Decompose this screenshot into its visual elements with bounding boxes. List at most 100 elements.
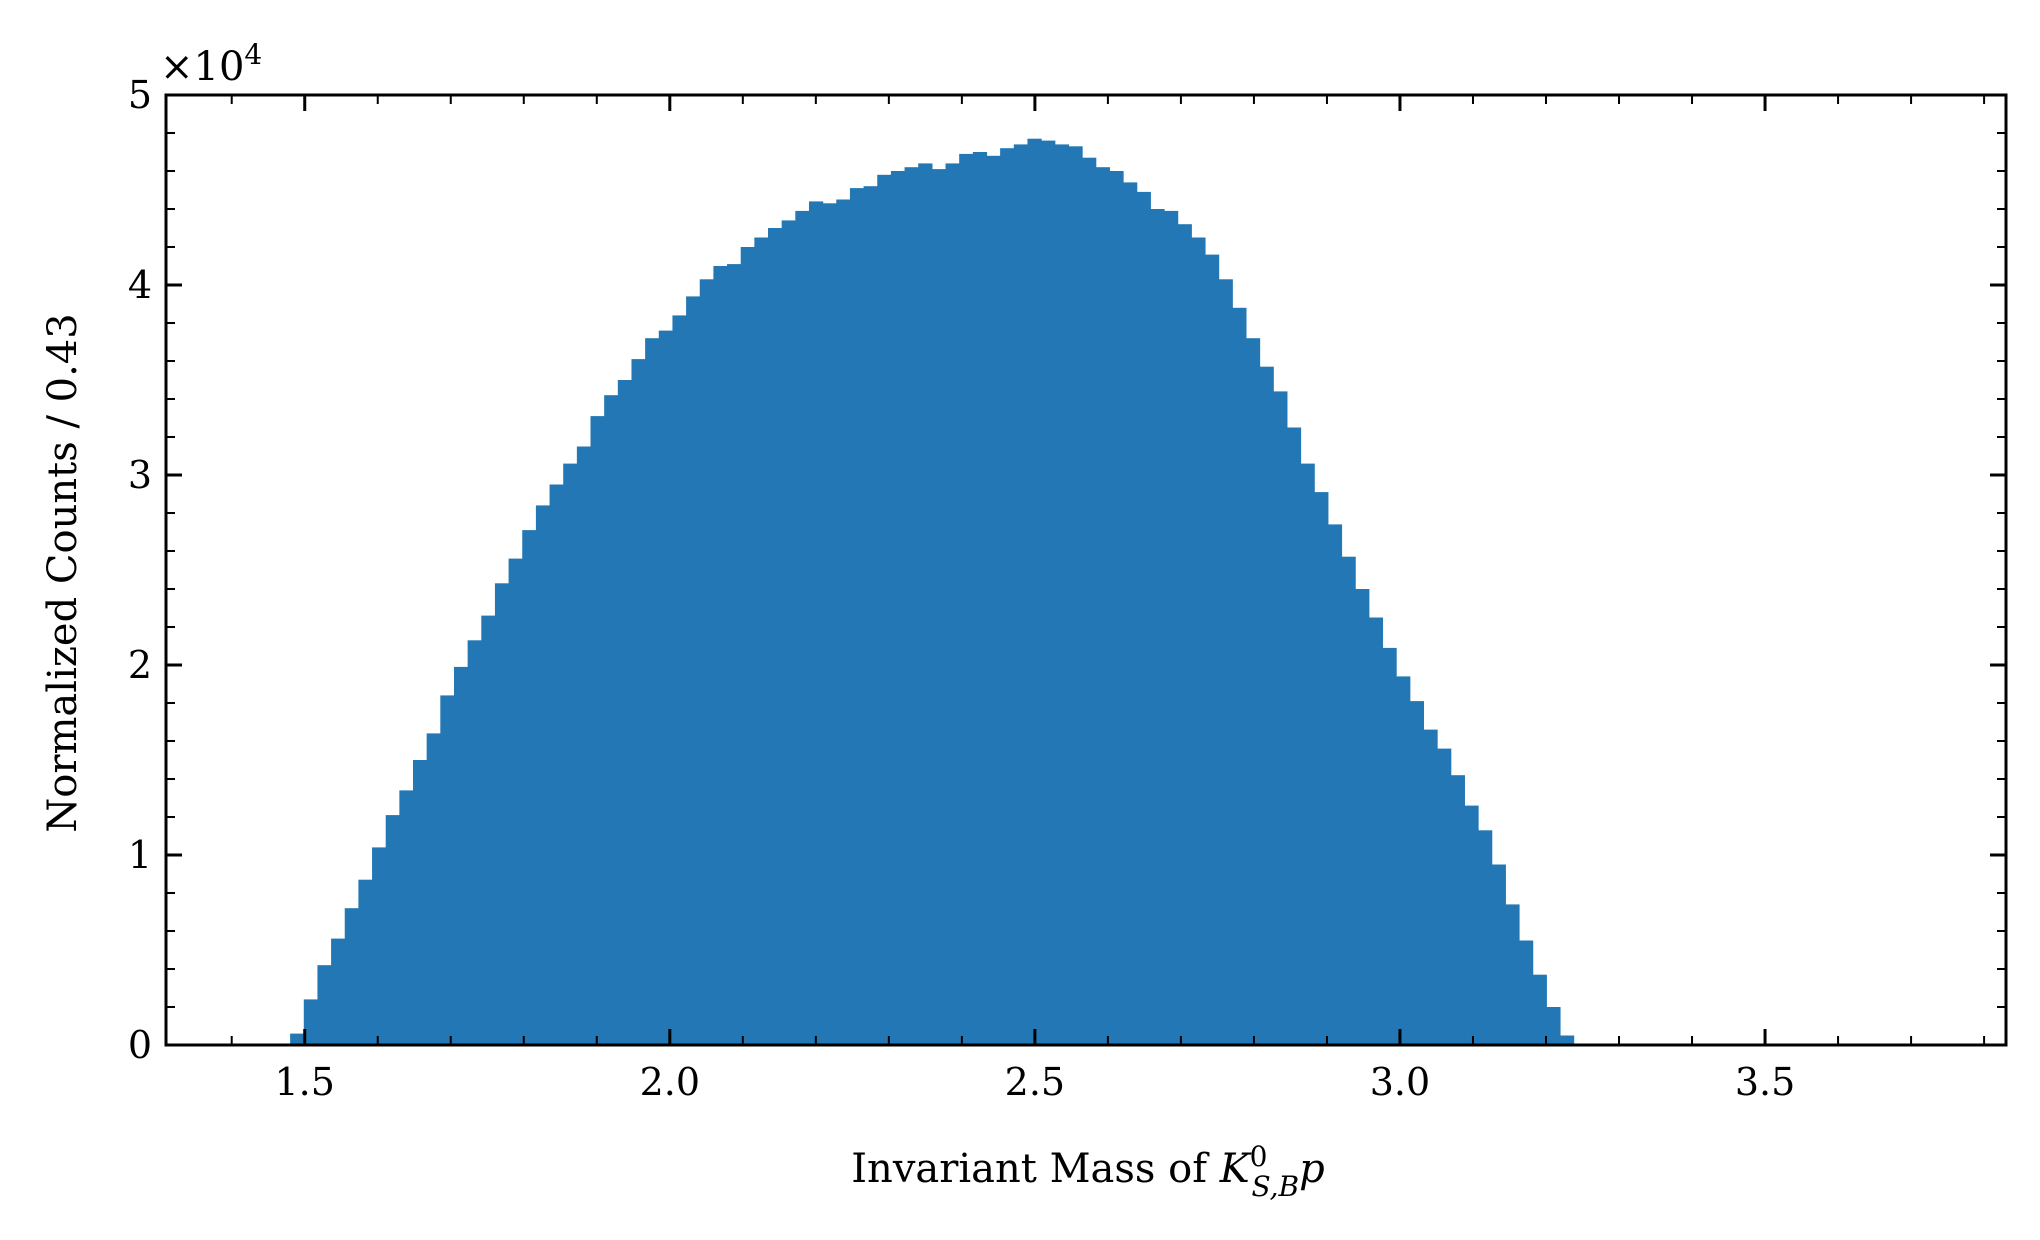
y-tick-label: 0 <box>128 1023 152 1067</box>
y-tick-label: 4 <box>128 263 152 307</box>
histogram-bar <box>658 330 674 1046</box>
histogram-bar <box>303 999 319 1045</box>
histogram-bar <box>1109 171 1124 1045</box>
histogram-bar <box>590 416 605 1046</box>
histogram-bars <box>290 138 1575 1046</box>
histogram-bar <box>1437 748 1452 1045</box>
histogram-bar <box>426 733 441 1045</box>
histogram-bar <box>1559 1035 1575 1045</box>
histogram-bar <box>768 228 783 1045</box>
x-tick-label: 2.0 <box>640 1060 700 1104</box>
histogram-bar <box>1464 805 1479 1045</box>
histogram-bar <box>1136 191 1151 1045</box>
histogram-bar <box>877 174 892 1046</box>
histogram-bar <box>645 338 660 1045</box>
histogram-bar <box>1218 279 1233 1045</box>
histogram-bar <box>1478 830 1493 1045</box>
histogram-bar <box>727 264 742 1046</box>
tick-labels: 1.5 2.0 2.5 3.0 3.5 0 1 2 3 4 5 <box>128 73 1795 1104</box>
histogram-bar <box>1068 146 1083 1046</box>
histogram-bar <box>1327 524 1343 1045</box>
histogram-bar <box>1286 427 1302 1045</box>
histogram-bar <box>522 530 537 1045</box>
histogram-bar <box>1341 556 1356 1045</box>
histogram-bar <box>1082 157 1097 1045</box>
histogram-bar <box>808 201 824 1045</box>
histogram-bar <box>672 315 687 1045</box>
histogram-bar <box>849 188 865 1046</box>
histogram-bar <box>1409 701 1425 1045</box>
histogram-bar <box>1546 1007 1561 1045</box>
histogram-bar <box>372 847 387 1045</box>
histogram-bar <box>453 666 469 1045</box>
y-tick-label: 5 <box>128 73 152 117</box>
histogram-bar <box>1396 676 1411 1045</box>
histogram-bar <box>1505 904 1520 1045</box>
y-tick-label: 2 <box>128 643 152 687</box>
histogram-bar <box>358 879 373 1045</box>
histogram-bar <box>331 938 346 1045</box>
histogram-bar <box>535 505 551 1045</box>
histogram-bar <box>1532 974 1547 1045</box>
histogram-bar <box>413 760 428 1045</box>
histogram-bar <box>1041 140 1056 1046</box>
histogram-bar <box>481 615 496 1045</box>
histogram-bar <box>1314 492 1329 1046</box>
histogram-bar <box>986 155 1001 1046</box>
histogram-bar <box>1123 182 1138 1045</box>
histogram-bar <box>1355 589 1370 1045</box>
histogram-bar <box>344 908 359 1045</box>
histogram-bar <box>1300 463 1315 1046</box>
y-tick-label: 1 <box>128 833 152 877</box>
histogram-bar <box>1232 307 1247 1045</box>
histogram-bar <box>1491 864 1506 1045</box>
x-axis-label: Invariant Mass of K0 S,Bp <box>851 1140 1325 1203</box>
axis-ticks <box>166 93 2006 1047</box>
histogram-bar <box>822 203 837 1046</box>
histogram-bar <box>754 237 769 1045</box>
histogram-bar <box>972 152 988 1045</box>
plot-frame <box>164 93 2008 1047</box>
x-tick-label: 3.0 <box>1370 1060 1430 1104</box>
histogram-bar <box>686 296 701 1045</box>
histogram-bar <box>931 169 947 1046</box>
histogram-bar <box>467 640 482 1045</box>
histogram-bar <box>1027 138 1042 1045</box>
histogram-bar <box>1273 391 1288 1045</box>
histogram-bar <box>290 1033 305 1045</box>
histogram-bar <box>1163 210 1179 1045</box>
histogram-bar <box>1150 209 1165 1045</box>
y-multiplier-label: ×104 <box>160 38 262 90</box>
histogram-bar <box>836 199 851 1045</box>
histogram-bar <box>1177 224 1192 1045</box>
histogram-bar <box>399 790 414 1045</box>
histogram-bar <box>1450 775 1465 1045</box>
y-axis-label: Normalized Counts / 0.43 <box>40 313 86 832</box>
y-tick-label: 3 <box>128 453 152 497</box>
histogram-bar <box>549 484 564 1045</box>
histogram-bar <box>713 266 728 1045</box>
histogram-bar <box>740 247 755 1045</box>
histogram-bar <box>1000 148 1015 1045</box>
histogram-bar <box>863 186 878 1045</box>
histogram-bar <box>904 167 919 1045</box>
histogram-bar <box>1013 144 1029 1045</box>
histogram-bar <box>781 220 796 1045</box>
histogram-bar <box>563 463 578 1046</box>
histogram-bar <box>1054 144 1070 1045</box>
histogram-bar <box>576 446 592 1045</box>
histogram-bar <box>1245 338 1261 1045</box>
histogram-bar <box>1382 647 1397 1045</box>
histogram-bar <box>1191 237 1206 1045</box>
histogram-bar <box>508 558 523 1045</box>
histogram-bar <box>604 395 619 1045</box>
histogram-bar <box>699 279 714 1045</box>
histogram-bar <box>385 815 400 1045</box>
histogram-bar <box>1518 940 1534 1045</box>
histogram-bar <box>617 380 633 1045</box>
histogram-bar <box>494 583 510 1045</box>
histogram-bar <box>440 695 455 1045</box>
x-tick-label: 2.5 <box>1005 1060 1065 1104</box>
histogram-bar <box>631 359 646 1046</box>
histogram-bar <box>1423 729 1438 1045</box>
